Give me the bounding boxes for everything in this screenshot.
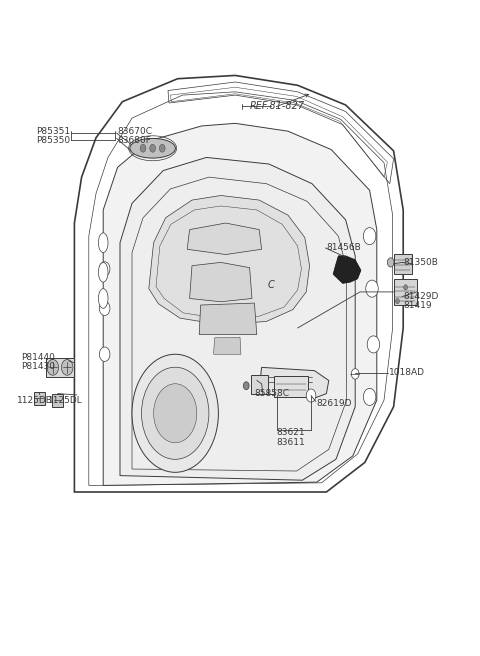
Text: P85351: P85351 — [36, 127, 70, 136]
Polygon shape — [103, 123, 377, 485]
Circle shape — [99, 347, 110, 361]
Polygon shape — [120, 157, 355, 480]
Polygon shape — [190, 262, 252, 302]
Circle shape — [132, 354, 218, 472]
Text: 85858C: 85858C — [254, 389, 289, 398]
Circle shape — [142, 367, 209, 459]
Circle shape — [351, 369, 359, 379]
Text: 81350B: 81350B — [403, 258, 438, 267]
Bar — [34, 392, 45, 405]
Circle shape — [99, 301, 110, 316]
Circle shape — [363, 388, 376, 405]
Text: 1125DB: 1125DB — [17, 396, 53, 405]
Circle shape — [243, 382, 249, 390]
Circle shape — [396, 298, 399, 304]
Ellipse shape — [98, 262, 108, 282]
Text: P85350: P85350 — [36, 136, 70, 145]
Polygon shape — [214, 337, 241, 354]
Text: C: C — [268, 280, 275, 291]
Polygon shape — [199, 303, 257, 335]
Text: 83621: 83621 — [276, 428, 305, 438]
Polygon shape — [333, 256, 361, 283]
Circle shape — [363, 228, 376, 245]
Polygon shape — [187, 223, 262, 255]
Circle shape — [150, 144, 156, 152]
Polygon shape — [259, 367, 329, 398]
Text: 83611: 83611 — [276, 438, 305, 447]
Text: 1125DL: 1125DL — [48, 396, 83, 405]
Circle shape — [61, 359, 73, 375]
Text: 81429D: 81429D — [403, 292, 439, 301]
Ellipse shape — [130, 138, 176, 158]
Text: 82619D: 82619D — [317, 399, 352, 408]
Text: REF.81-827: REF.81-827 — [250, 101, 305, 112]
Text: 1018AD: 1018AD — [389, 368, 425, 377]
Circle shape — [159, 144, 165, 152]
Circle shape — [404, 285, 408, 290]
Bar — [394, 254, 412, 274]
Circle shape — [387, 258, 394, 267]
Ellipse shape — [98, 233, 108, 253]
Text: P81430: P81430 — [22, 362, 56, 371]
Ellipse shape — [98, 289, 108, 308]
Circle shape — [47, 359, 59, 375]
Text: P81440: P81440 — [22, 353, 56, 362]
Circle shape — [154, 384, 197, 443]
Text: 81419: 81419 — [403, 301, 432, 310]
Bar — [251, 375, 268, 394]
Circle shape — [306, 389, 316, 402]
Text: 81456B: 81456B — [326, 243, 361, 253]
Polygon shape — [74, 75, 403, 492]
Text: 83680F: 83680F — [118, 136, 152, 145]
Bar — [46, 358, 74, 377]
Circle shape — [367, 336, 380, 353]
Bar — [52, 394, 63, 407]
Circle shape — [99, 262, 110, 276]
Bar — [394, 279, 417, 305]
Polygon shape — [149, 195, 310, 325]
Circle shape — [140, 144, 146, 152]
Bar — [274, 376, 308, 397]
Circle shape — [366, 280, 378, 297]
Text: 83670C: 83670C — [118, 127, 153, 136]
